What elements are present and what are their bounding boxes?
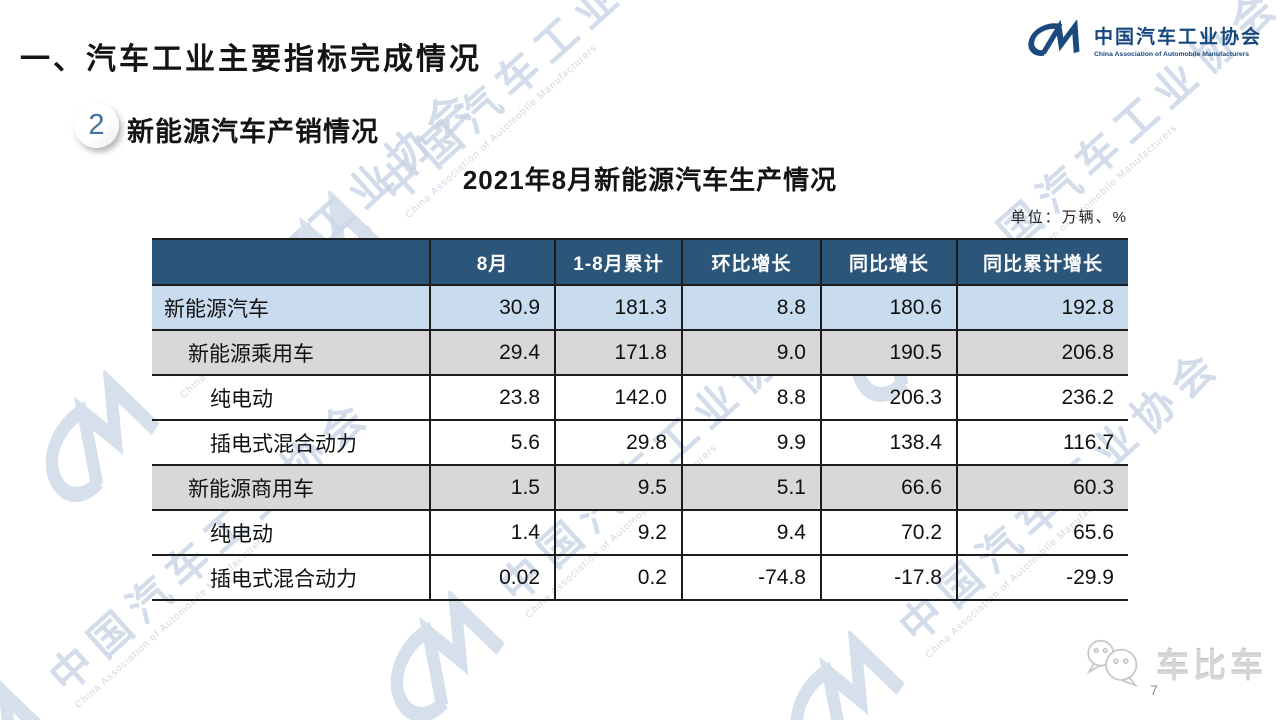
footer-logo: 车比车: [1082, 638, 1267, 688]
cell-value: 1.4: [429, 509, 555, 555]
cell-value: 29.4: [429, 329, 555, 375]
cell-value: 30.9: [429, 284, 555, 330]
cell-value: 9.9: [681, 419, 821, 465]
column-header: 环比增长: [681, 238, 821, 285]
cell-value: -17.8: [820, 554, 957, 601]
row-label: 插电式混合动力: [152, 419, 430, 465]
row-label: 纯电动: [152, 374, 430, 420]
section-title: 一、汽车工业主要指标完成情况: [20, 43, 482, 76]
unit-note: 单位：万辆、%: [1010, 209, 1128, 226]
footer-logo-text: 车比车: [1156, 647, 1267, 684]
cell-value: 29.8: [554, 419, 682, 465]
cell-value: 0.2: [554, 554, 682, 601]
table-title: 2021年8月新能源汽车生产情况: [462, 165, 838, 195]
row-label: 新能源商用车: [152, 464, 430, 510]
cell-value: 0.02: [429, 554, 555, 601]
row-label: 新能源乘用车: [152, 329, 430, 375]
cell-value: 116.7: [956, 419, 1128, 465]
cell-value: 9.4: [681, 509, 821, 555]
cell-value: 5.1: [681, 464, 821, 510]
cell-value: 236.2: [956, 374, 1128, 420]
cell-value: 9.2: [554, 509, 682, 555]
cell-value: 1.5: [429, 464, 555, 510]
cell-value: 8.8: [681, 284, 821, 330]
cell-value: 23.8: [429, 374, 555, 420]
cell-value: 138.4: [820, 419, 957, 465]
table-header-row: 8月 1-8月累计 环比增长 同比增长 同比累计增长: [152, 238, 1128, 285]
page-number: 7: [1150, 682, 1158, 698]
caam-name-en: China Association of Automobile Manufact…: [1093, 51, 1250, 58]
cell-value: 66.6: [820, 464, 957, 510]
table-row: 插电式混合动力 0.02 0.2 -74.8 -17.8 -29.9: [152, 554, 1128, 601]
column-header: 同比增长: [820, 238, 957, 285]
production-table: 8月 1-8月累计 环比增长 同比增长 同比累计增长 新能源汽车 30.9 181.3 8.8…: [152, 238, 1128, 601]
cell-value: 181.3: [554, 284, 682, 330]
cell-value: -29.9: [956, 554, 1128, 601]
caam-logo: 中国汽车工业协会 China Association of Automobile…: [1025, 20, 1262, 60]
row-label: 新能源汽车: [152, 284, 430, 330]
table-row: 新能源商用车 1.5 9.5 5.1 66.6 60.3: [152, 464, 1128, 510]
chat-bubbles-icon: [1087, 639, 1138, 687]
table-row: 纯电动 23.8 142.0 8.8 206.3 236.2: [152, 374, 1128, 420]
row-label: 插电式混合动力: [152, 554, 430, 601]
subsection-number-badge: 2: [74, 103, 119, 148]
cell-value: 5.6: [429, 419, 555, 465]
cell-value: 180.6: [820, 284, 957, 330]
caam-monogram-icon: [1025, 20, 1087, 60]
cell-value: 9.5: [554, 464, 682, 510]
cell-value: 65.6: [956, 509, 1128, 555]
cell-value: 8.8: [681, 374, 821, 420]
cell-value: 171.8: [554, 329, 682, 375]
row-label: 纯电动: [152, 509, 430, 555]
caam-monogram-watermark-icon: [0, 664, 81, 720]
column-header-empty: [152, 238, 430, 285]
cell-value: 142.0: [554, 374, 682, 420]
cell-value: 206.8: [956, 329, 1128, 375]
table-row: 新能源汽车 30.9 181.3 8.8 180.6 192.8: [152, 284, 1128, 330]
subsection-title: 新能源汽车产销情况: [127, 117, 379, 147]
column-header: 1-8月累计: [554, 238, 682, 285]
cell-value: 9.0: [681, 329, 821, 375]
table-row: 插电式混合动力 5.6 29.8 9.9 138.4 116.7: [152, 419, 1128, 465]
cell-value: 70.2: [820, 509, 957, 555]
cell-value: -74.8: [681, 554, 821, 601]
cell-value: 60.3: [956, 464, 1128, 510]
cell-value: 192.8: [956, 284, 1128, 330]
column-header: 8月: [429, 238, 555, 285]
caam-name-cn: 中国汽车工业协会: [1093, 27, 1262, 48]
table-row: 纯电动 1.4 9.2 9.4 70.2 65.6: [152, 509, 1128, 555]
column-header: 同比累计增长: [956, 238, 1128, 285]
table-row: 新能源乘用车 29.4 171.8 9.0 190.5 206.8: [152, 329, 1128, 375]
cell-value: 190.5: [820, 329, 957, 375]
cell-value: 206.3: [820, 374, 957, 420]
caam-monogram-watermark-icon: [756, 614, 932, 720]
